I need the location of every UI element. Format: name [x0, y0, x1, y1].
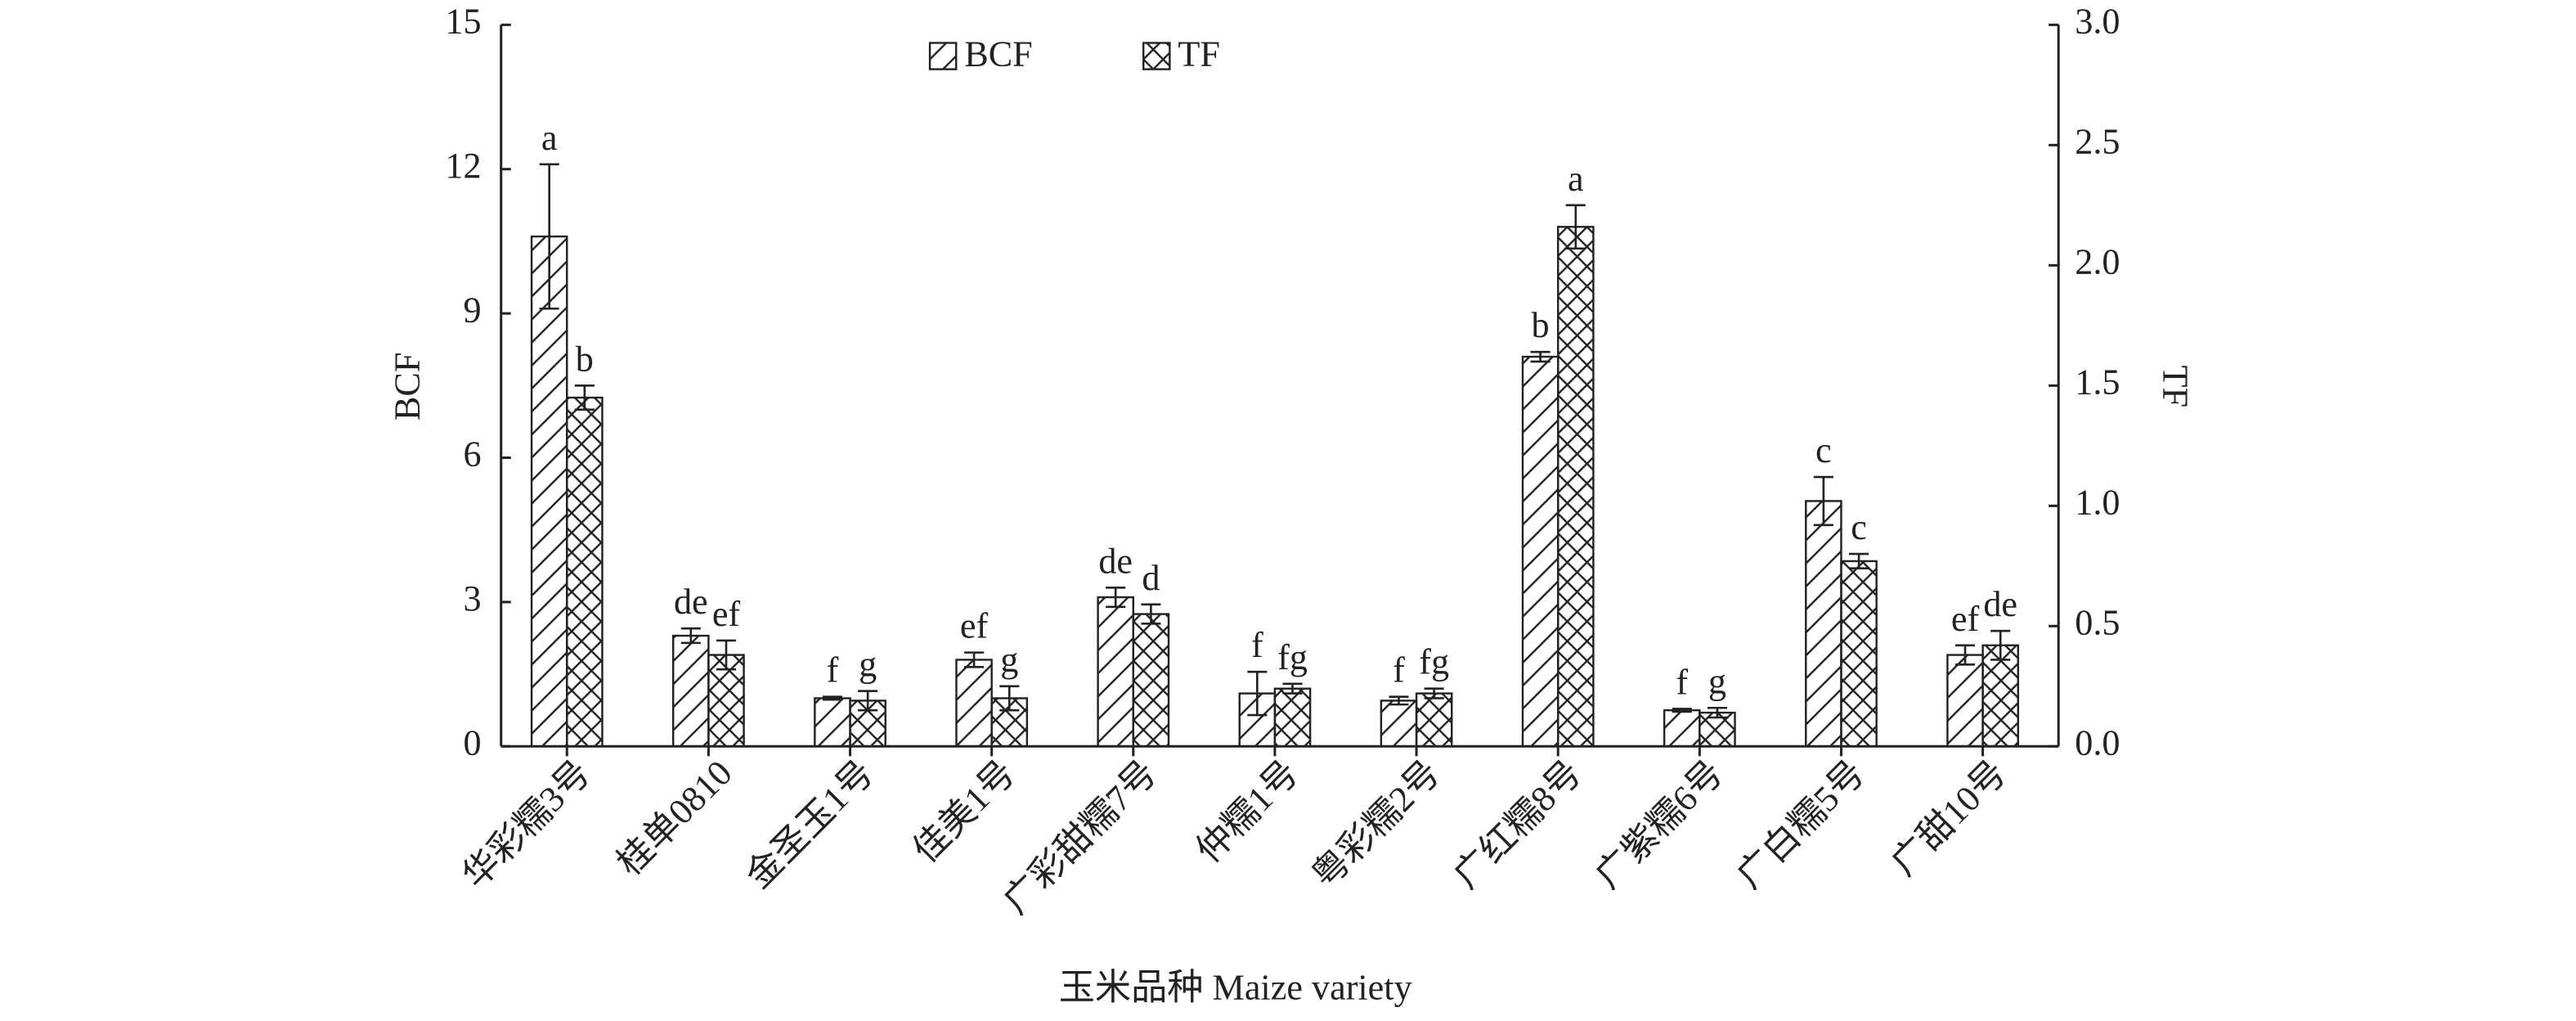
significance-letter: c: [1815, 430, 1832, 470]
significance-letter: fg: [1419, 642, 1449, 682]
error-bar: [1106, 586, 1126, 609]
bar: [707, 654, 745, 748]
y2-tick-label: 2.5: [2075, 121, 2120, 161]
bar: [1273, 687, 1312, 748]
error-bar: [964, 651, 985, 668]
error-bar: [1389, 695, 1409, 706]
error-bar: [1672, 708, 1692, 713]
significance-letter: g: [1000, 640, 1018, 680]
y2-tick-label: 0.0: [2075, 722, 2120, 762]
y-tick-label: 12: [445, 146, 481, 186]
significance-letter: g: [859, 645, 877, 685]
y-tick-label: 0: [464, 722, 482, 762]
legend-label: TF: [1178, 34, 1220, 74]
y2-tick-label: 1.5: [2075, 362, 2120, 402]
significance-letter: c: [1851, 507, 1867, 547]
error-bar: [1530, 350, 1551, 363]
y2-axis-title: TF: [2156, 366, 2196, 408]
y-axis-title: BCF: [387, 353, 427, 421]
significance-letter: ef: [960, 606, 989, 646]
significance-letter: a: [1568, 159, 1584, 199]
bar: [1521, 355, 1560, 748]
bar: [1415, 692, 1453, 748]
error-bar: [1141, 603, 1161, 625]
bar: [671, 634, 710, 748]
significance-letter: fg: [1277, 637, 1308, 677]
error-bar: [1849, 552, 1869, 570]
error-bar: [1990, 629, 2011, 661]
error-bar: [1813, 475, 1833, 527]
error-bar: [1247, 670, 1268, 717]
y-tick-label: 6: [464, 434, 482, 475]
significance-letter: a: [541, 118, 558, 158]
bar: [1380, 699, 1418, 748]
error-bar: [1565, 204, 1586, 250]
error-bar: [1424, 687, 1444, 699]
legend-swatch: [1142, 42, 1171, 70]
significance-letter: ef: [712, 594, 741, 634]
error-bar: [999, 685, 1020, 712]
y-tick-label: 9: [464, 290, 482, 330]
y2-tick-label: 2.0: [2075, 241, 2120, 281]
y-tick-label: 3: [464, 578, 482, 618]
error-bar: [574, 385, 595, 412]
bar: [1097, 596, 1135, 748]
error-bar: [858, 690, 878, 712]
error-bar: [1282, 682, 1303, 695]
significance-letter: de: [674, 582, 708, 622]
significance-letter: b: [1532, 305, 1550, 345]
significance-letter: de: [1983, 584, 2017, 624]
bar: [1556, 226, 1595, 748]
significance-letter: ef: [1951, 599, 1980, 639]
y-tick-label: 15: [445, 2, 481, 42]
bar: [955, 659, 993, 748]
y2-tick-label: 3.0: [2075, 2, 2120, 42]
bar: [1946, 654, 1984, 748]
significance-letter: f: [1393, 650, 1405, 690]
significance-letter: b: [576, 339, 594, 379]
error-bar: [680, 627, 701, 645]
bar: [1663, 708, 1701, 748]
bar: [1132, 613, 1170, 748]
legend-label: BCF: [964, 34, 1033, 74]
y2-tick-label: 1.0: [2075, 482, 2120, 522]
bar: [814, 697, 851, 748]
significance-letter: f: [1676, 662, 1688, 702]
error-bar: [1707, 706, 1727, 719]
error-bar: [539, 163, 559, 310]
error-bar: [822, 695, 842, 701]
y2-tick-label: 0.5: [2075, 602, 2120, 642]
significance-letter: f: [827, 650, 839, 690]
significance-letter: g: [1708, 661, 1726, 701]
bar: [1840, 560, 1878, 748]
significance-letter: de: [1098, 541, 1133, 581]
error-bar: [716, 639, 737, 671]
significance-letter: d: [1142, 558, 1160, 598]
bar: [1805, 500, 1842, 748]
significance-letter: f: [1251, 625, 1263, 665]
bar: [566, 396, 604, 748]
bar: [530, 235, 568, 748]
legend-swatch: [928, 42, 958, 70]
error-bar: [1954, 644, 1976, 666]
x-axis-title: 玉米品种 Maize variety: [1059, 968, 1412, 1008]
